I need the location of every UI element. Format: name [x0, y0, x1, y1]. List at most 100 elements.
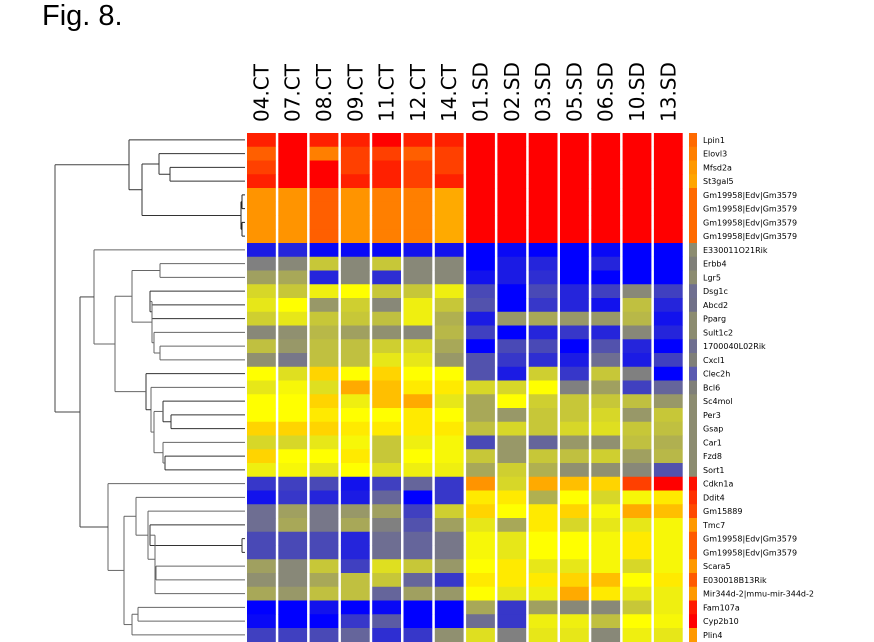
heatmap-cell: [309, 586, 339, 601]
heatmap-cell: [466, 435, 495, 450]
heatmap-cell: [622, 243, 652, 258]
heatmap-cell: [372, 133, 401, 148]
heatmap-cell: [278, 298, 308, 313]
heatmap-cell: [403, 284, 433, 299]
heatmap-cell: [278, 229, 308, 244]
heatmap-cell: [278, 504, 308, 519]
heatmap-cell: [591, 449, 621, 464]
row-label: Mir344d-2|mmu-mir-344d-2: [703, 590, 814, 599]
heatmap-cell: [247, 600, 276, 615]
heatmap-cell: [466, 188, 495, 203]
heatmap-cell: [622, 559, 652, 574]
heatmap-cell: [497, 229, 527, 244]
row-label: Lpin1: [703, 136, 725, 145]
heatmap-cell: [340, 270, 370, 285]
heatmap-cell: [591, 545, 621, 560]
heatmap-cell: [528, 366, 558, 381]
heatmap-cell: [403, 256, 433, 271]
heatmap-cell: [403, 174, 433, 189]
row-label: Plin4: [703, 631, 722, 640]
heatmap-cell: [247, 573, 276, 588]
heatmap-cell: [247, 201, 276, 216]
heatmap-cell: [434, 628, 464, 642]
heatmap-cell: [309, 339, 339, 354]
heatmap-cell: [560, 229, 589, 244]
heatmap-cell: [466, 531, 495, 546]
row-label: Abcd2: [703, 301, 728, 310]
heatmap-cell: [278, 559, 308, 574]
heatmap-cell: [309, 325, 339, 340]
heatmap-cell: [403, 353, 433, 368]
heatmap-cell: [247, 380, 276, 395]
heatmap-cell: [340, 545, 370, 560]
column-label: 07.CT: [281, 63, 305, 122]
heatmap-cell: [466, 339, 495, 354]
heatmap-cell: [278, 174, 308, 189]
heatmap-cell: [591, 614, 621, 629]
side-color-cell: [689, 600, 697, 615]
heatmap-cell: [340, 366, 370, 381]
side-color-cell: [689, 545, 697, 560]
heatmap-cell: [247, 518, 276, 533]
heatmap-cell: [278, 490, 308, 505]
heatmap-cell: [403, 366, 433, 381]
side-color-cell: [689, 559, 697, 574]
heatmap-cell: [622, 215, 652, 230]
heatmap-cell: [247, 394, 276, 409]
heatmap-cell: [434, 504, 464, 519]
heatmap-cell: [372, 559, 401, 574]
heatmap-cell: [278, 339, 308, 354]
heatmap-cell: [528, 408, 558, 423]
heatmap-cell: [466, 600, 495, 615]
heatmap-cell: [591, 463, 621, 478]
heatmap-cell: [497, 215, 527, 230]
column-label: 06.SD: [594, 62, 618, 122]
heatmap-cell: [653, 201, 683, 216]
heatmap-cell: [653, 545, 683, 560]
heatmap-cell: [340, 325, 370, 340]
heatmap-cell: [497, 531, 527, 546]
heatmap-cell: [403, 476, 433, 491]
heatmap-cell: [622, 229, 652, 244]
heatmap-cell: [309, 435, 339, 450]
heatmap-cell: [560, 215, 589, 230]
heatmap-cell: [528, 559, 558, 574]
heatmap-cell: [528, 573, 558, 588]
heatmap-cell: [434, 408, 464, 423]
heatmap-cell: [622, 325, 652, 340]
heatmap-cell: [247, 435, 276, 450]
side-color-cell: [689, 133, 697, 148]
heatmap-cell: [591, 490, 621, 505]
heatmap-cell: [372, 325, 401, 340]
heatmap-cell: [560, 325, 589, 340]
heatmap-cell: [309, 518, 339, 533]
heatmap-cell: [309, 545, 339, 560]
heatmap-cell: [622, 531, 652, 546]
heatmap-cell: [528, 243, 558, 258]
row-label: E030018B13Rik: [703, 576, 767, 585]
heatmap-cell: [403, 463, 433, 478]
heatmap-cell: [497, 504, 527, 519]
heatmap-cell: [403, 380, 433, 395]
heatmap-cell: [309, 133, 339, 148]
heatmap-cell: [278, 394, 308, 409]
heatmap-cell: [278, 586, 308, 601]
heatmap-cell: [340, 256, 370, 271]
heatmap-cell: [497, 366, 527, 381]
side-color-cell: [689, 339, 697, 354]
heatmap-cell: [622, 188, 652, 203]
heatmap-cell: [278, 146, 308, 161]
heatmap-cell: [591, 586, 621, 601]
row-label: Per3: [703, 411, 721, 420]
row-label: Gm19958|Edv|Gm3579: [703, 191, 797, 200]
heatmap-cell: [528, 270, 558, 285]
heatmap-cell: [434, 573, 464, 588]
heatmap-cell: [591, 311, 621, 326]
heatmap-cell: [340, 614, 370, 629]
heatmap-cell: [247, 463, 276, 478]
row-label: Gsap: [703, 425, 723, 434]
heatmap-cell: [528, 421, 558, 436]
heatmap-cell: [466, 628, 495, 642]
heatmap-cell: [278, 435, 308, 450]
heatmap-cell: [497, 394, 527, 409]
